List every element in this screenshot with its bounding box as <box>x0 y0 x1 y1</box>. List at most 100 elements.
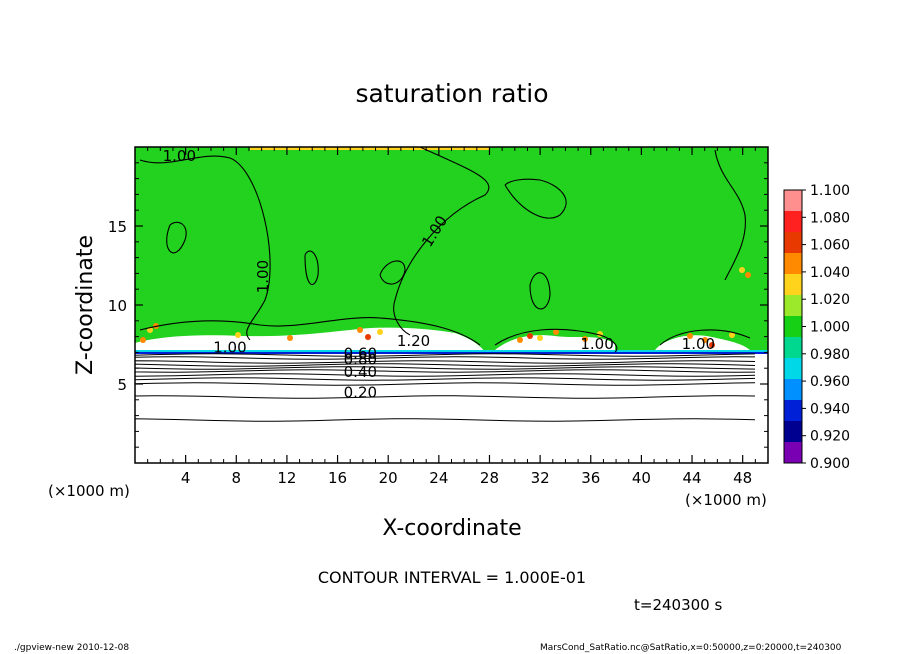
contour-label: 0.40 <box>344 363 377 381</box>
colorbar-swatch <box>784 232 802 254</box>
supersaturated-patch <box>140 337 146 343</box>
unsaturated-lump <box>655 335 752 352</box>
contour-line <box>139 317 481 346</box>
contour-interval-text: CONTOUR INTERVAL = 1.000E-01 <box>318 568 586 587</box>
colorbar-label: 0.940 <box>810 401 850 417</box>
colorbar-swatch <box>784 421 802 443</box>
supersaturated-patch <box>582 336 588 342</box>
colorbar: 1.100 1.080 1.060 1.040 1.020 1.000 0.980 0.960… <box>783 183 850 472</box>
supersaturated-fringe <box>250 147 490 150</box>
supersaturated-patch <box>377 329 383 335</box>
contour-label: 1.00 <box>580 335 613 353</box>
colorbar-label: 1.100 <box>810 183 850 199</box>
y-axis-label: Z-coordinate <box>73 235 98 375</box>
x-tick-label: 4 <box>181 469 191 487</box>
contour-line <box>134 418 756 422</box>
contour-label: 1.00 <box>254 260 272 293</box>
contour-line <box>134 353 756 357</box>
contour-line <box>166 221 187 254</box>
contour-line <box>393 146 490 336</box>
field-features <box>135 147 768 354</box>
colorbar-swatch <box>784 337 802 359</box>
supersaturated-patch <box>527 333 533 339</box>
colorbar-swatch <box>784 442 802 464</box>
contour-line <box>134 382 756 386</box>
supersaturated-patch <box>357 327 363 333</box>
supersaturated-patch <box>739 267 745 273</box>
contour-line <box>504 178 567 219</box>
contour-line <box>134 373 756 377</box>
colorbar-label: 1.080 <box>810 210 850 226</box>
x-tick-label: 12 <box>277 469 296 487</box>
contour-line <box>134 369 756 373</box>
colorbar-swatch <box>784 316 802 338</box>
unsaturated-lump <box>135 327 485 352</box>
colorbar-label: 1.060 <box>810 238 850 254</box>
contour-line <box>529 272 551 310</box>
supersaturated-patch <box>709 342 715 348</box>
supersaturated-patch <box>235 332 241 338</box>
contour-label: 0.20 <box>344 383 377 401</box>
contour-label: 1.20 <box>397 332 430 350</box>
supersaturated-patch <box>729 332 735 338</box>
contour-line <box>134 363 756 367</box>
colorbar-label: 1.040 <box>810 265 850 281</box>
contour-lines <box>134 146 756 422</box>
supersaturated-patch <box>553 329 559 335</box>
supersaturated-patch <box>287 335 293 341</box>
colorbar-swatch <box>784 211 802 233</box>
x-unit-left: (×1000 m) <box>48 482 130 500</box>
contour-label: 0.60 <box>344 345 377 363</box>
x-tick-label: 48 <box>733 469 752 487</box>
supersaturated-patch <box>745 272 751 278</box>
colorbar-swatch <box>784 379 802 401</box>
x-tick-label: 16 <box>328 469 347 487</box>
colorbar-swatch <box>784 190 802 212</box>
contour-line <box>659 329 751 346</box>
supersaturated-patch <box>365 334 371 340</box>
colorbar-label: 0.920 <box>810 429 850 445</box>
x-tick-label: 32 <box>531 469 550 487</box>
contour-line <box>304 250 319 286</box>
colorbar-swatch <box>784 295 802 317</box>
y-ticks: 5 10 15 <box>108 162 768 448</box>
x-tick-label: 8 <box>232 469 242 487</box>
x-unit-right: (×1000 m) <box>685 491 767 509</box>
x-tick-label: 36 <box>581 469 600 487</box>
contour-line <box>134 395 756 399</box>
x-tick-label: 40 <box>632 469 651 487</box>
colorbar-label: 0.980 <box>810 347 850 363</box>
colorbar-label: 0.960 <box>810 374 850 390</box>
colorbar-swatch <box>784 274 802 296</box>
footer-left: ./gpview-new 2010-12-08 <box>14 643 129 653</box>
contour-label: 0.80 <box>344 350 377 368</box>
subsaturated-band <box>135 350 768 352</box>
y-tick-label: 15 <box>108 218 127 236</box>
contour-line <box>134 366 756 370</box>
contour-label: 1.00 <box>213 338 246 356</box>
supersaturated-patch <box>687 333 693 339</box>
contour-line <box>139 155 271 341</box>
footer-right: MarsCond_SatRatio.nc@SatRatio,x=0:50000,… <box>540 643 842 653</box>
supersaturated-patch <box>702 337 708 343</box>
time-text: t=240300 s <box>634 596 722 614</box>
contour-label: 1.00 <box>682 335 715 353</box>
colorbar-swatch <box>784 358 802 380</box>
plot-area: 1.001.001.001.201.001.001.000.600.800.40… <box>108 146 769 487</box>
colorbar-swatch <box>784 400 802 422</box>
y-tick-label: 5 <box>117 376 127 394</box>
contour-line <box>494 328 618 353</box>
colorbar-label: 1.020 <box>810 292 850 308</box>
subsaturated-band <box>135 352 768 354</box>
x-ticks: 4 8 12 16 20 24 28 32 36 40 44 48 <box>147 147 756 487</box>
x-tick-label: 44 <box>682 469 701 487</box>
x-tick-label: 28 <box>480 469 499 487</box>
colorbar-swatch <box>784 253 802 275</box>
x-tick-label: 20 <box>379 469 398 487</box>
contour-line <box>714 149 746 281</box>
x-axis-label: X-coordinate <box>382 516 521 541</box>
contour-line <box>134 360 756 364</box>
supersaturated-patch <box>517 337 523 343</box>
chart-title: saturation ratio <box>355 79 548 108</box>
